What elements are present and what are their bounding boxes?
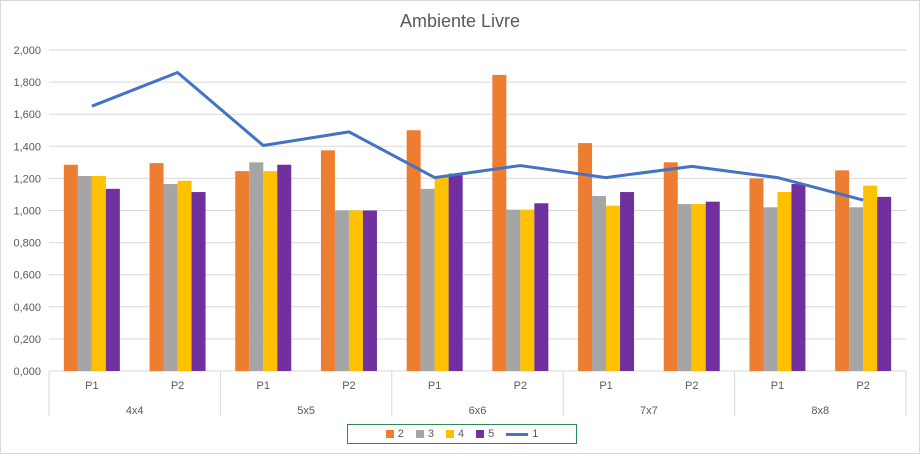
y-tick-label: 2,000 <box>13 45 41 57</box>
bar-series-3 <box>506 209 521 371</box>
bar-series-5 <box>105 188 120 371</box>
bar-series-4 <box>691 204 706 371</box>
legend-swatch <box>476 430 485 438</box>
bar-series-2 <box>578 143 593 371</box>
y-tick-label: 0,200 <box>13 334 41 346</box>
x-group-label: 4x4 <box>126 405 144 417</box>
bar-series-3 <box>763 207 778 371</box>
bar-series-5 <box>877 196 892 371</box>
bar-series-3 <box>592 196 607 371</box>
bar-series-4 <box>434 176 449 371</box>
line-series-1 <box>91 70 864 202</box>
bar-series-4 <box>606 205 621 371</box>
bar-series-3 <box>163 184 178 371</box>
x-tick-label: P2 <box>171 380 184 392</box>
x-group-label: 5x5 <box>297 405 315 417</box>
bar-series-3 <box>677 204 692 371</box>
bar-series-3 <box>249 162 264 371</box>
x-tick-label: P1 <box>428 380 441 392</box>
bar-series-3 <box>420 188 435 371</box>
legend-swatch <box>506 432 529 436</box>
legend-swatch <box>415 430 424 438</box>
bar-series-2 <box>749 178 764 371</box>
legend-swatch <box>445 430 454 438</box>
legend-label: 2 <box>397 428 404 440</box>
bar-series-3 <box>849 207 864 371</box>
legend-item: 2 <box>385 428 404 440</box>
legend-label: 4 <box>457 428 465 440</box>
legend-label: 1 <box>532 428 539 440</box>
x-tick-label: P1 <box>599 380 612 392</box>
legend-label: 5 <box>488 428 495 440</box>
bar-series-5 <box>362 210 377 371</box>
y-tick-label: 0,600 <box>13 270 41 282</box>
bar-series-4 <box>777 192 792 371</box>
bar-series-2 <box>663 162 678 371</box>
bar-series-5 <box>620 192 635 371</box>
bar-series-2 <box>320 150 335 371</box>
bar-series-5 <box>448 173 463 371</box>
bar-series-4 <box>520 209 535 371</box>
y-tick-label: 0,000 <box>13 366 41 378</box>
legend-item: 4 <box>445 428 465 440</box>
x-tick-label: P1 <box>257 380 270 392</box>
bar-series-2 <box>492 74 507 371</box>
y-tick-label: 1,800 <box>13 77 41 89</box>
bar-series-4 <box>177 180 192 371</box>
bar-series-5 <box>191 192 206 371</box>
x-tick-label: P2 <box>685 380 698 392</box>
bar-series-4 <box>263 171 278 371</box>
bar-series-3 <box>334 210 349 371</box>
legend-swatch <box>385 430 394 438</box>
bar-series-2 <box>835 170 850 371</box>
legend-item: 5 <box>476 428 494 440</box>
bar-series-5 <box>791 184 806 371</box>
y-tick-label: 1,200 <box>13 173 41 185</box>
chart-title: Ambiente Livre <box>399 11 521 31</box>
y-tick-label: 0,400 <box>13 302 41 314</box>
x-tick-label: P2 <box>342 380 355 392</box>
bar-series-2 <box>149 163 164 371</box>
legend-item: 1 <box>506 428 538 440</box>
bar-series-4 <box>348 210 363 371</box>
bar-series-3 <box>77 175 92 371</box>
y-tick-label: 1,000 <box>13 206 41 218</box>
y-tick-label: 0,800 <box>13 238 41 250</box>
x-tick-label: P2 <box>856 380 869 392</box>
bar-series-4 <box>91 175 106 371</box>
legend-label: 3 <box>427 428 434 440</box>
bar-series-5 <box>705 201 720 371</box>
x-group-label: 6x6 <box>469 405 487 417</box>
y-tick-label: 1,400 <box>13 141 41 153</box>
x-tick-label: P2 <box>514 380 527 392</box>
x-tick-label: P1 <box>771 380 784 392</box>
y-tick-label: 1,600 <box>13 109 41 121</box>
legend-item: 3 <box>415 428 434 440</box>
bar-series-5 <box>277 164 292 371</box>
bar-series-2 <box>63 164 78 371</box>
bar-series-5 <box>534 203 549 371</box>
x-group-label: 7x7 <box>640 405 658 417</box>
x-tick-label: P1 <box>85 380 98 392</box>
chart-legend: 2 3 4 5 1 <box>347 424 577 444</box>
bar-series-2 <box>406 130 421 371</box>
x-group-label: 8x8 <box>811 405 829 417</box>
bar-series-2 <box>235 171 250 371</box>
bar-series-4 <box>863 185 878 371</box>
